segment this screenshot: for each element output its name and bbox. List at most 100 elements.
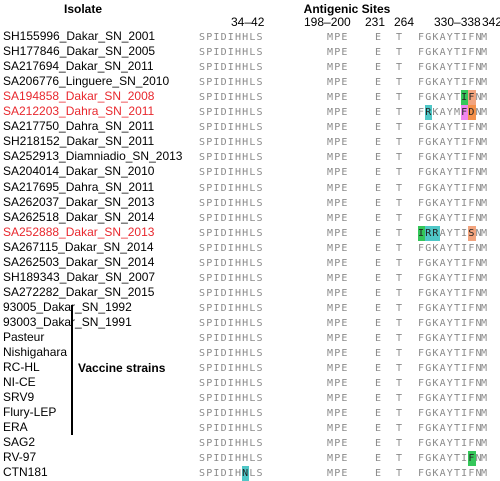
residue: I [213,302,220,314]
isolate-name: SA262503_Dakar_SN_2014 [3,254,155,269]
residue: K [432,47,439,59]
residue: L [249,242,256,254]
residue: A [439,47,447,59]
residue: P [334,227,341,239]
residue: S [199,468,206,480]
residue: E [341,378,348,390]
sequence-s6: M [481,451,488,466]
sequence-s5: FGKAYTIFN [418,286,483,301]
residue: I [461,408,468,420]
residue: S [199,348,206,360]
vaccine-strains-label: Vaccine strains [78,361,166,375]
sequence-s4: T [396,211,403,226]
residue: M [327,257,334,269]
sequence-s3: E [375,361,382,376]
sequence-s6: M [481,406,488,421]
residue: P [206,423,213,435]
residue: M [481,137,488,149]
sequence-s6: M [481,331,488,346]
residue: D [220,423,228,435]
residue: P [334,453,341,465]
residue: N [475,122,483,134]
residue: Y [446,152,454,164]
residue: H [234,77,242,89]
sequence-s5: FGKAYTIFN [418,346,483,361]
residue: T [453,408,461,420]
residue: D [220,77,228,89]
residue: L [249,257,256,269]
residue: M [481,287,488,299]
residue: L [249,468,256,480]
sequence-s3: E [375,181,382,196]
residue: I [461,287,468,299]
isolate-name: Pasteur [3,330,45,344]
residue: R [425,225,433,241]
residue: N [475,363,483,375]
residue: H [234,468,242,480]
residue: T [453,137,461,149]
residue: G [425,122,432,134]
residue: I [227,408,235,420]
isolate-name: SA206776_Linguere_SN_2010 [3,74,170,89]
residue: P [334,408,341,420]
residue: S [199,242,206,254]
residue: T [453,227,461,239]
residue: I [213,257,220,269]
sequence-s2: MPE [327,30,349,45]
residue: T [453,272,461,284]
residue: P [206,182,213,194]
residue: S [256,107,264,119]
residue: L [249,302,256,314]
residue: H [242,393,249,405]
residue: H [234,272,242,284]
residue: M [327,468,334,480]
residue: S [199,453,206,465]
residue: D [220,197,228,209]
residue: S [199,92,206,104]
sequence-s6: M [481,30,488,45]
isolate-name: SH177846_Dakar_SN_2005 [3,44,156,59]
sequence-s5: FGKAYTIFN [418,165,483,180]
residue: F [468,197,475,209]
residue: S [256,182,264,194]
residue: T [396,167,403,179]
sequence-s2: MPE [327,346,349,361]
residue: M [481,47,488,59]
residue: I [461,122,468,134]
residue: K [432,408,439,420]
sequence-s1: SPIDIHHLS [199,451,264,466]
residue: I [461,423,468,435]
residue: I [213,212,220,224]
residue: A [439,92,447,104]
sequence-s1: SPIDIHHLS [199,391,264,406]
residue: T [396,257,403,269]
residue: S [199,32,206,43]
residue: I [461,438,468,450]
residue: I [213,287,220,299]
residue: H [242,77,249,89]
residue: G [425,348,432,360]
residue: N [475,272,483,284]
residue: P [334,167,341,179]
isolate-name: 93003_Dakar_SN_1991 [3,314,132,329]
residue: D [220,317,228,329]
residue: T [396,212,403,224]
sequence-s5: FGKAYTIFN [418,331,483,346]
sequence-s2: MPE [327,376,349,391]
residue: T [396,287,403,299]
sequence-s5: FGKAYTIFN [418,30,483,45]
residue: I [461,257,468,269]
residue: G [425,62,432,74]
residue: M [327,348,334,360]
residue: P [206,453,213,465]
residue: S [256,77,264,89]
sequence-s6: M [481,211,488,226]
residue: G [425,453,432,465]
residue: F [418,152,425,164]
residue: I [461,137,468,149]
residue: F [468,122,475,134]
residue: S [199,182,206,194]
residue: D [220,272,228,284]
residue: K [432,438,439,450]
residue: H [234,287,242,299]
